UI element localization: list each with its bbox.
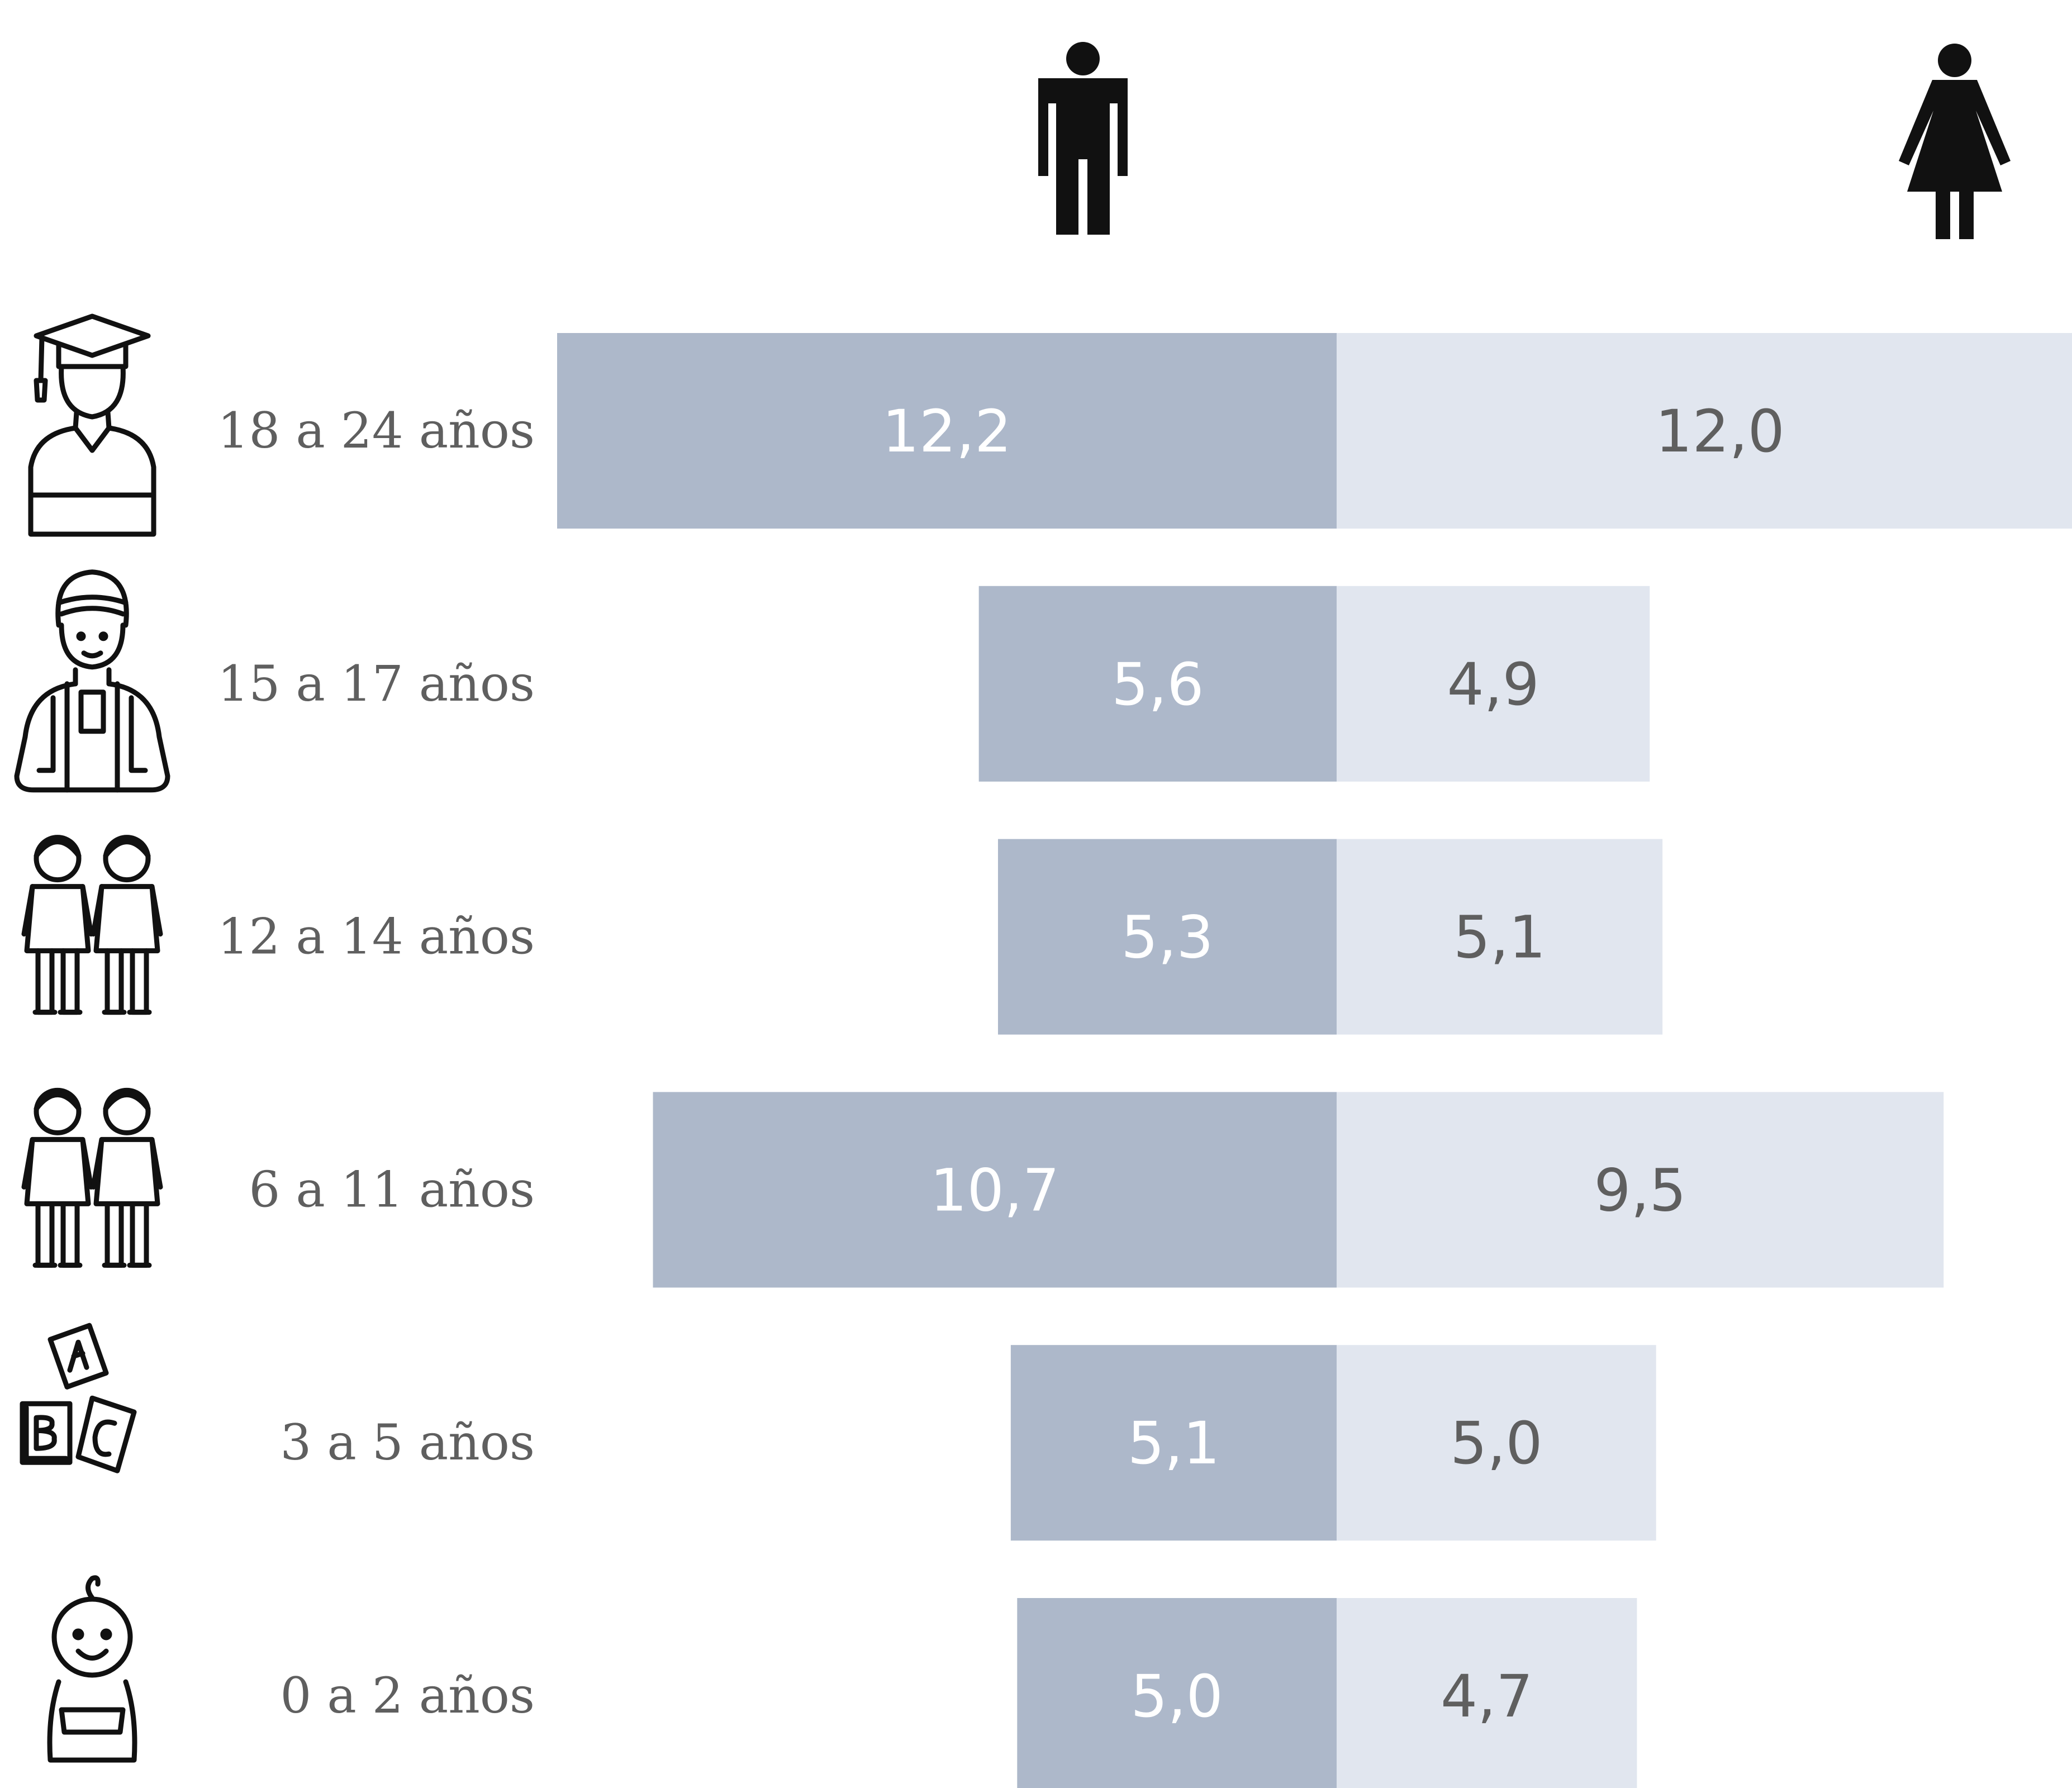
age-label-3-a-5-anos: 3 a 5 años [280,1414,535,1471]
value-label-male-3-a-5-anos: 5,1 [1128,1409,1220,1477]
abc-blocks-icon [22,1325,134,1471]
value-label-female-18-a-24-anos: 12,0 [1655,397,1785,465]
bar-female-15-a-17-anos [1337,586,1650,782]
baby-icon [50,1578,135,1760]
age-label-12-a-14-anos: 12 a 14 años [217,908,535,966]
bar-male-18-a-24-anos [557,333,1337,529]
value-label-male-12-a-14-anos: 5,3 [1121,903,1213,972]
value-label-female-12-a-14-anos: 5,1 [1453,903,1546,972]
female-icon [1899,44,2011,239]
bar-female-12-a-14-anos [1337,839,1663,1035]
age-label-18-a-24-anos: 18 a 24 años [217,402,535,459]
age-labels: 18 a 24 años 15 a 17 años 12 a 14 años 6 a … [217,402,535,1724]
bars [557,333,2072,1788]
bar-male-15-a-17-anos [978,586,1337,782]
bar-male-0-a-2-anos [1017,1598,1337,1788]
bar-female-18-a-24-anos [1337,333,2072,529]
bar-male-12-a-14-anos [997,839,1337,1035]
bar-female-3-a-5-anos [1337,1345,1656,1541]
children-icon [24,838,160,1012]
value-label-female-15-a-17-anos: 4,9 [1447,650,1539,719]
value-label-female-0-a-2-anos: 4,7 [1441,1662,1533,1730]
value-label-male-6-a-11-anos: 10,7 [930,1156,1059,1224]
male-icon [1038,42,1128,235]
value-label-male-0-a-2-anos: 5,0 [1130,1662,1223,1730]
age-label-0-a-2-anos: 0 a 2 años [280,1667,535,1724]
bar-male-6-a-11-anos [653,1092,1337,1288]
bar-female-0-a-2-anos [1337,1598,1637,1788]
bar-female-6-a-11-anos [1337,1092,1944,1288]
value-labels: 12,2 12,0 5,6 4,9 5,3 5,1 10,7 9,5 5,1 5,0 5,0 4,7 [882,397,1785,1730]
children-icon [24,1090,160,1265]
value-label-female-3-a-5-anos: 5,0 [1450,1409,1542,1477]
value-label-male-15-a-17-anos: 5,6 [1111,650,1204,719]
graduate-icon [31,316,154,534]
age-label-6-a-11-anos: 6 a 11 años [249,1161,535,1218]
age-label-15-a-17-anos: 15 a 17 años [217,655,535,712]
bar-male-3-a-5-anos [1010,1345,1337,1541]
value-label-female-6-a-11-anos: 9,5 [1594,1156,1686,1224]
age-group-icons [17,316,168,1760]
value-label-male-18-a-24-anos: 12,2 [882,397,1012,465]
teen-icon [17,572,168,790]
series-legend [1038,42,2011,239]
